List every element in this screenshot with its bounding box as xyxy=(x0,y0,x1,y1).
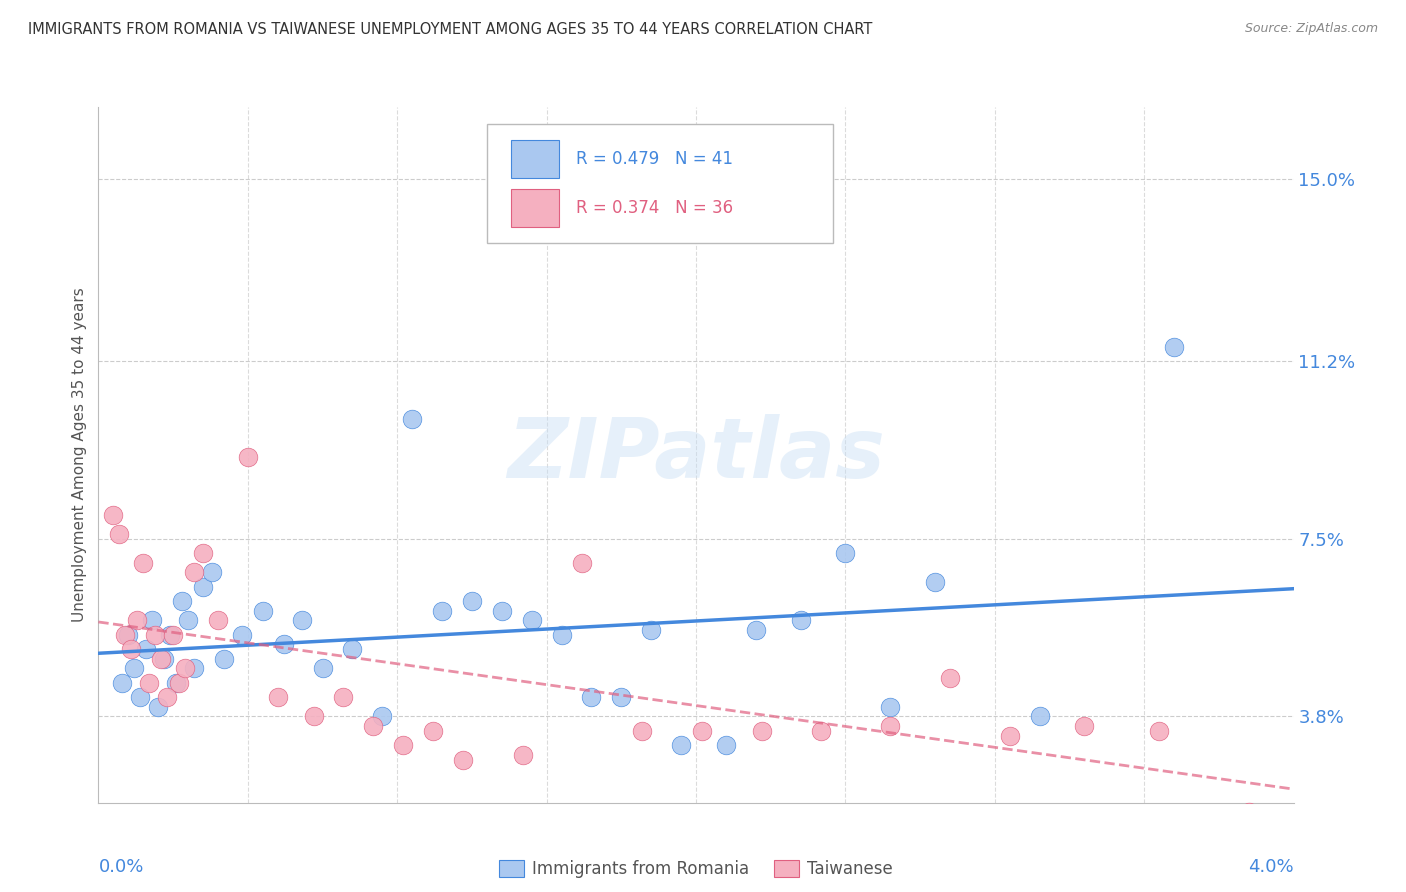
Point xyxy=(879,719,901,733)
Point xyxy=(207,614,229,628)
Point xyxy=(810,723,832,738)
Point xyxy=(610,690,633,705)
Point xyxy=(150,652,173,666)
Point xyxy=(120,642,142,657)
Point xyxy=(332,690,354,705)
Point xyxy=(1073,719,1095,733)
Point xyxy=(132,556,155,570)
Point xyxy=(191,546,214,560)
Point xyxy=(174,661,197,675)
Text: R = 0.479   N = 41: R = 0.479 N = 41 xyxy=(576,150,734,169)
Point xyxy=(392,738,415,752)
Point xyxy=(129,690,152,705)
Point xyxy=(342,642,364,657)
Legend: Immigrants from Romania, Taiwanese: Immigrants from Romania, Taiwanese xyxy=(492,854,900,885)
Point xyxy=(135,642,157,657)
Point xyxy=(167,676,190,690)
Text: Source: ZipAtlas.com: Source: ZipAtlas.com xyxy=(1244,22,1378,36)
Point xyxy=(108,527,131,541)
Text: 4.0%: 4.0% xyxy=(1249,858,1294,877)
Point xyxy=(363,719,385,733)
Point xyxy=(127,614,149,628)
Point xyxy=(879,699,901,714)
Point xyxy=(640,623,662,637)
Point xyxy=(212,652,235,666)
Point xyxy=(141,614,163,628)
Point xyxy=(834,546,856,560)
Point xyxy=(183,566,205,580)
Point xyxy=(117,628,139,642)
Point xyxy=(631,723,654,738)
Point xyxy=(451,753,474,767)
Point xyxy=(159,628,181,642)
FancyBboxPatch shape xyxy=(510,189,558,227)
FancyBboxPatch shape xyxy=(486,124,834,243)
Point xyxy=(430,604,453,618)
Point xyxy=(290,614,312,628)
Point xyxy=(1237,805,1260,820)
Text: IMMIGRANTS FROM ROMANIA VS TAIWANESE UNEMPLOYMENT AMONG AGES 35 TO 44 YEARS CORR: IMMIGRANTS FROM ROMANIA VS TAIWANESE UNE… xyxy=(28,22,873,37)
Point xyxy=(924,575,946,590)
FancyBboxPatch shape xyxy=(510,140,558,178)
Point xyxy=(751,723,773,738)
Point xyxy=(714,738,737,752)
Point xyxy=(669,738,692,752)
Point xyxy=(581,690,603,705)
Point xyxy=(177,614,200,628)
Point xyxy=(371,709,394,723)
Point xyxy=(191,580,214,594)
Point xyxy=(172,594,194,608)
Point xyxy=(236,450,259,465)
Point xyxy=(231,628,253,642)
Point xyxy=(401,412,423,426)
Point xyxy=(114,628,136,642)
Text: ZIPatlas: ZIPatlas xyxy=(508,415,884,495)
Point xyxy=(156,690,179,705)
Point xyxy=(165,676,187,690)
Point xyxy=(273,637,295,651)
Point xyxy=(789,614,811,628)
Point xyxy=(267,690,290,705)
Point xyxy=(1163,340,1185,354)
Point xyxy=(148,699,170,714)
Point xyxy=(124,661,146,675)
Point xyxy=(1028,709,1050,723)
Point xyxy=(939,671,962,685)
Point xyxy=(520,614,543,628)
Point xyxy=(143,628,166,642)
Point xyxy=(690,723,713,738)
Y-axis label: Unemployment Among Ages 35 to 44 years: Unemployment Among Ages 35 to 44 years xyxy=(72,287,87,623)
Point xyxy=(745,623,768,637)
Point xyxy=(571,556,593,570)
Point xyxy=(252,604,274,618)
Text: R = 0.374   N = 36: R = 0.374 N = 36 xyxy=(576,199,734,217)
Point xyxy=(550,628,572,642)
Point xyxy=(138,676,160,690)
Point xyxy=(111,676,134,690)
Point xyxy=(201,566,224,580)
Point xyxy=(1147,723,1170,738)
Point xyxy=(512,747,534,762)
Point xyxy=(422,723,444,738)
Point xyxy=(162,628,184,642)
Point xyxy=(153,652,176,666)
Point xyxy=(998,729,1021,743)
Point xyxy=(491,604,513,618)
Point xyxy=(302,709,325,723)
Point xyxy=(103,508,125,522)
Text: 0.0%: 0.0% xyxy=(98,858,143,877)
Point xyxy=(183,661,205,675)
Point xyxy=(311,661,333,675)
Point xyxy=(461,594,484,608)
